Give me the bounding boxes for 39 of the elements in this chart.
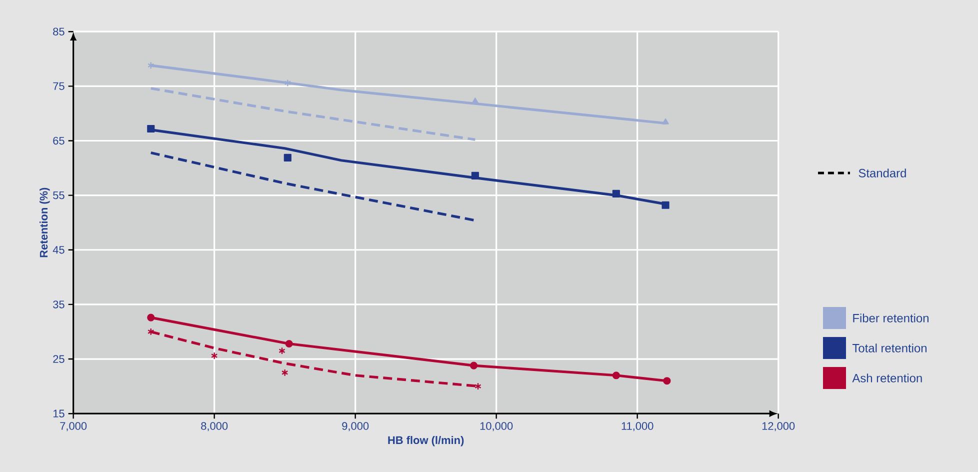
x-tick-label: 12,000 [762, 422, 795, 432]
x-tick-label: 7,000 [60, 422, 87, 432]
legend-label: Fiber retention [853, 314, 928, 322]
y-tick-label: 55 [53, 191, 64, 200]
x-tick-label: 8,000 [201, 422, 228, 432]
y-tick-label: 65 [53, 136, 64, 145]
y-axis-title: Retention (%) [40, 188, 50, 258]
legend-label: Total retention [852, 344, 927, 352]
x-tick-label: 9,000 [342, 422, 369, 432]
x-axis-title: HB flow (l/min) [388, 436, 464, 446]
point [662, 201, 670, 209]
point [147, 124, 155, 133]
point [148, 62, 154, 70]
point [148, 328, 154, 336]
point [281, 368, 288, 376]
y-tick-label: 75 [53, 82, 64, 90]
legend-label: Ash retention [852, 374, 922, 382]
point [612, 372, 620, 380]
point [210, 352, 218, 360]
point [474, 382, 482, 390]
point [285, 340, 293, 348]
text: Standard [858, 168, 906, 178]
y-tick-label: 25 [53, 355, 64, 363]
y-tick-label: 45 [52, 246, 64, 254]
x-tick-label: 11,000 [622, 422, 654, 432]
point [147, 314, 155, 322]
point [470, 362, 478, 370]
y-tick-label: 15 [53, 410, 64, 418]
point [284, 154, 292, 162]
point [472, 98, 479, 104]
point [284, 79, 292, 87]
y-tick-label: 35 [53, 300, 64, 308]
x-tick-label: 10,000 [480, 422, 513, 432]
point [612, 190, 620, 198]
y-tick-label: 85 [53, 28, 64, 36]
point [278, 347, 286, 355]
point [663, 377, 671, 385]
point [662, 118, 669, 124]
point [471, 172, 479, 180]
